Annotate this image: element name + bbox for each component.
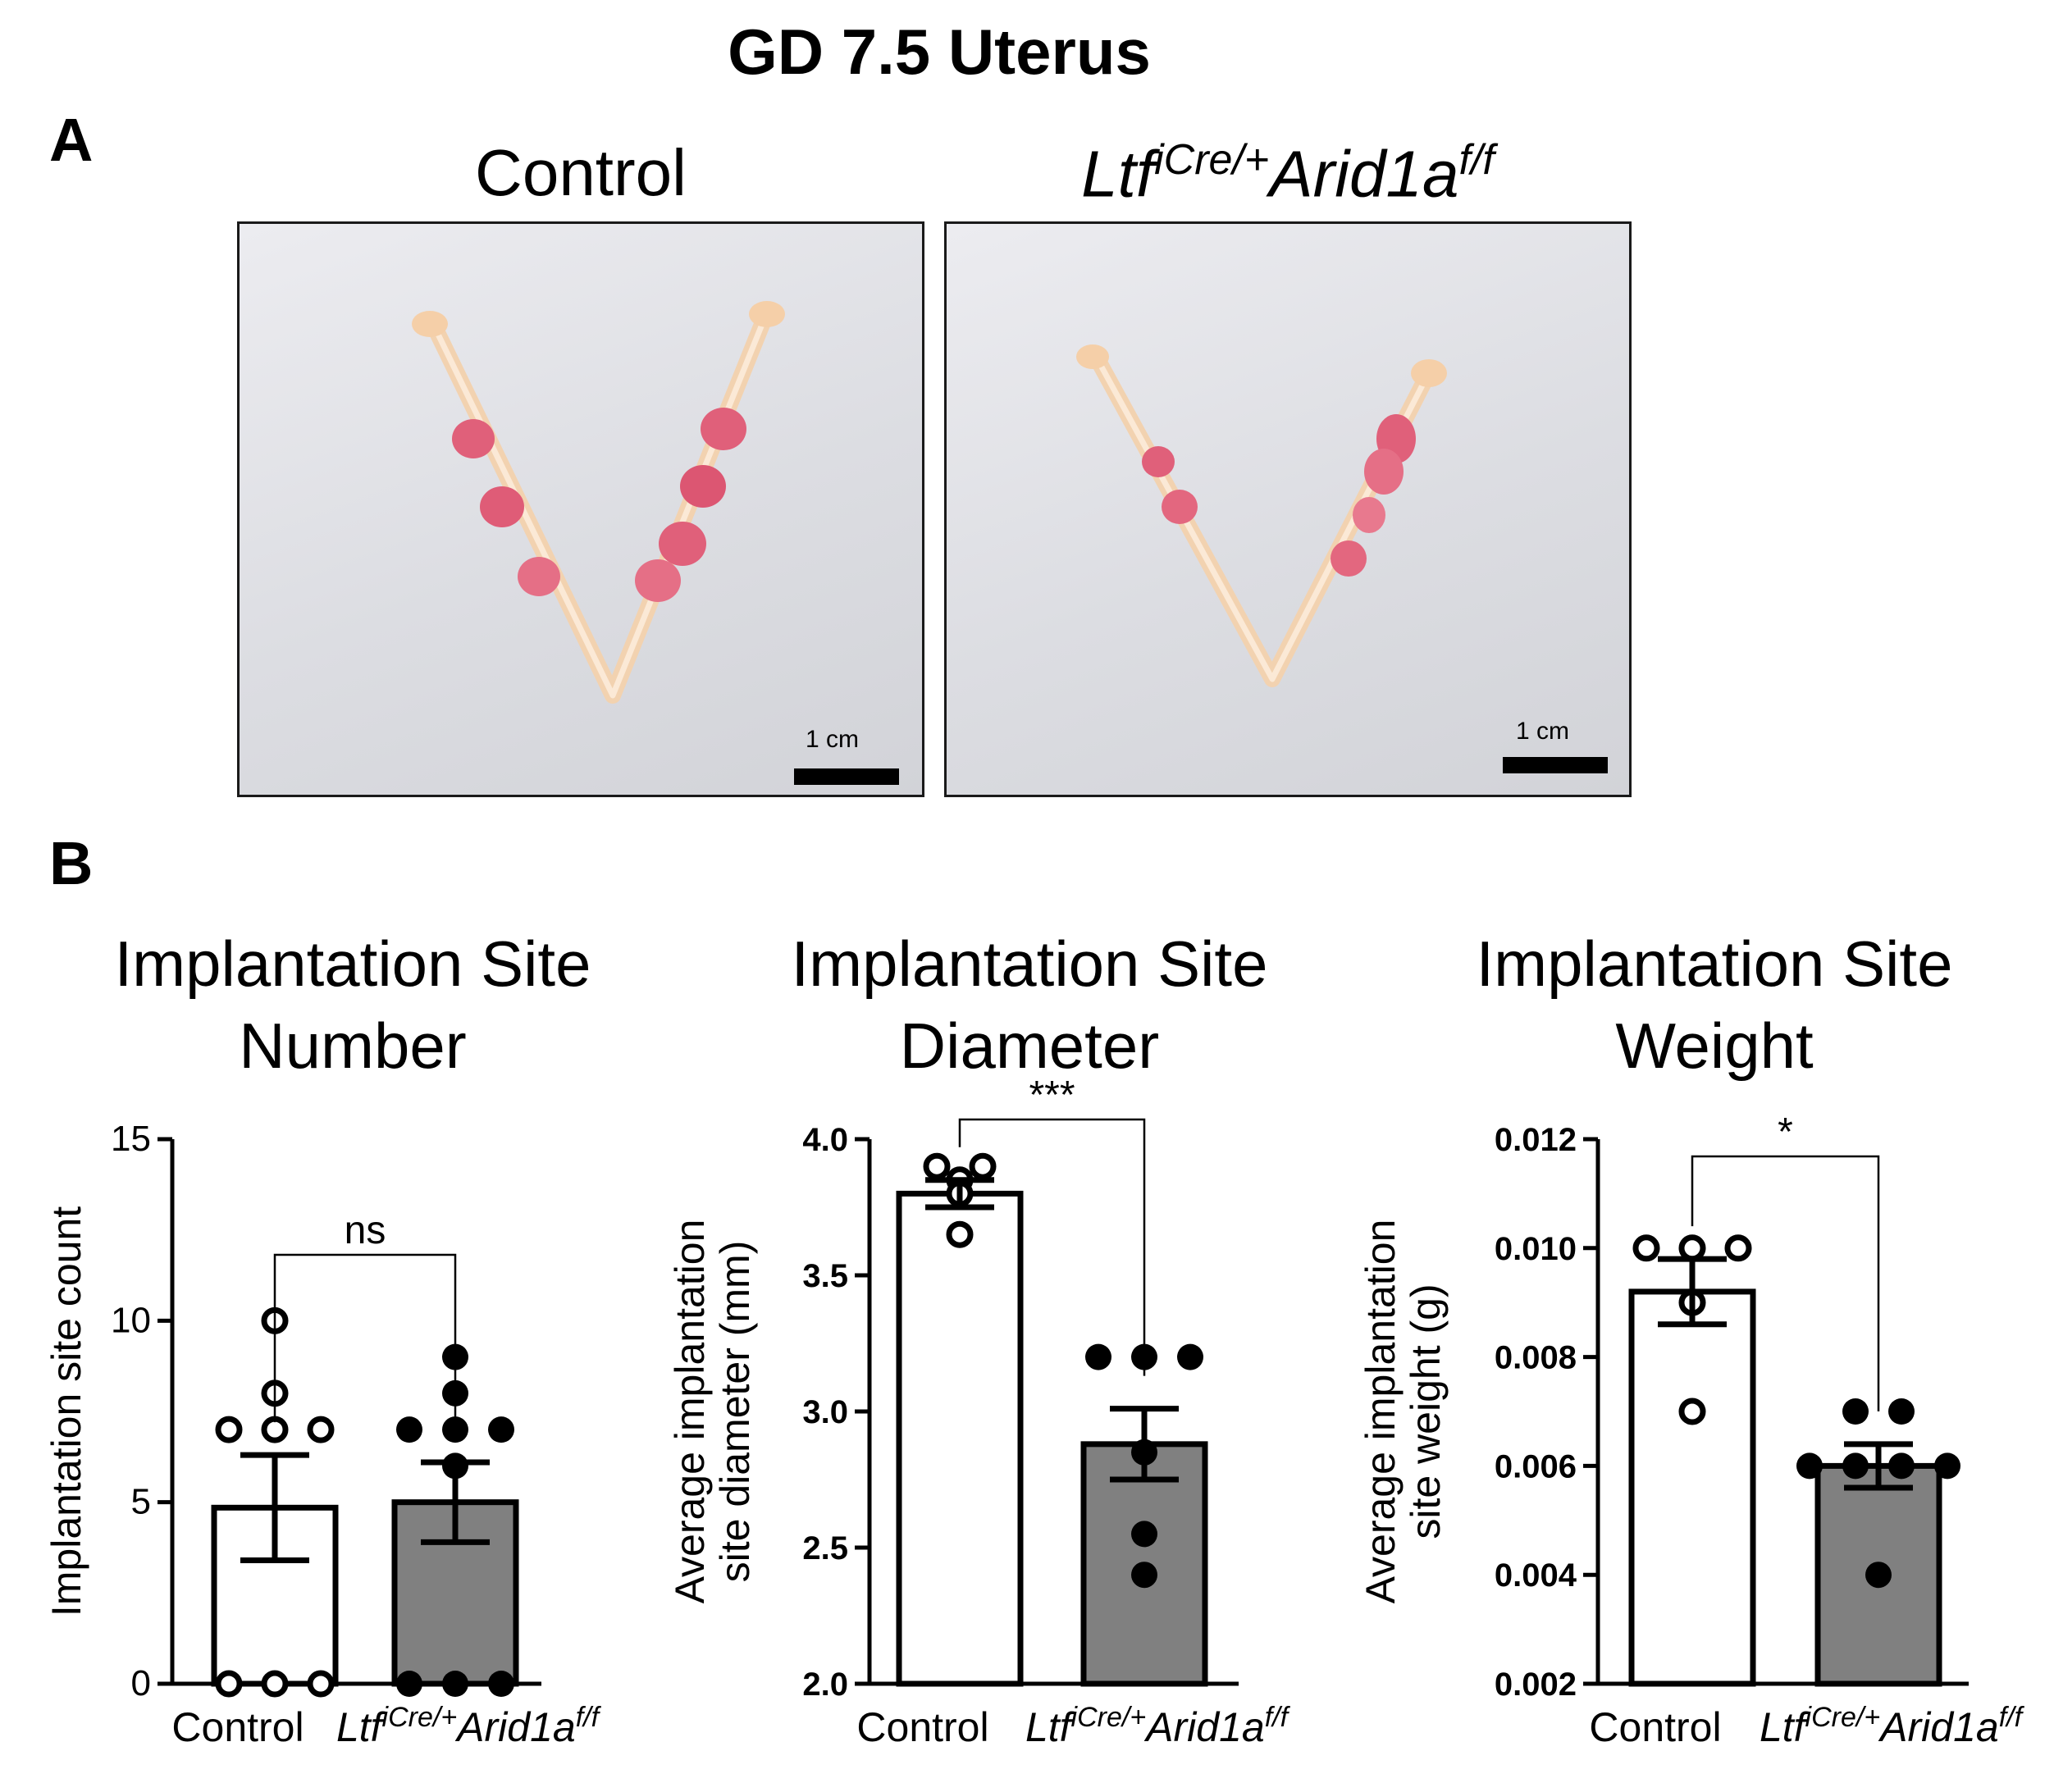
weight-y-tick-label: 0.010 [1495,1231,1577,1267]
diameter-y-tick-label: 4.0 [802,1122,848,1158]
chart-title-number-line1: Implantation Site [114,928,591,1000]
weight-point-mutant [1888,1398,1915,1425]
weight-y-axis-label-line2: site weight (g) [1403,1284,1449,1539]
diameter-point-control [946,1220,974,1248]
weight-y-tick-label: 0.004 [1495,1557,1577,1594]
chart-title-diameter-line1: Implantation Site [791,928,1268,1000]
weight-y-tick-label: 0.012 [1495,1122,1577,1158]
number-x-label-mutant: LtfiCre/+Arid1af/f [336,1702,602,1750]
diameter-significance-label: *** [1029,1074,1075,1117]
number-y-tick-label: 0 [131,1663,151,1703]
number-point-mutant [442,1416,468,1443]
weight-point-control [1724,1234,1752,1262]
diameter-y-tick-label: 2.0 [802,1667,848,1703]
figure-title: GD 7.5 Uterus [728,16,1151,88]
number-point-control [215,1416,243,1443]
weight-point-mutant [1842,1452,1869,1480]
weight-bar-control [1628,1288,1756,1687]
photo-title-mutant-base: Ltf [1081,137,1155,211]
weight-point-mutant [1934,1452,1960,1480]
weight-y-tick-label: 0.002 [1495,1667,1577,1703]
chart-title-diameter: Implantation Site Diameter [742,923,1317,1087]
number-point-mutant [488,1416,514,1443]
weight-point-control [1678,1234,1706,1262]
diameter-x-label-control: Control [856,1704,988,1750]
photo-title-mutant-sup: iCre/+ [1154,136,1270,184]
number-point-mutant [442,1671,468,1697]
chart-title-weight-line1: Implantation Site [1476,928,1953,1000]
scale-bar-label-control: 1 cm [806,726,860,753]
diameter-y-tick-label: 2.5 [802,1530,848,1566]
scale-bar-label-mutant: 1 cm [1516,718,1570,745]
number-y-tick-label: 10 [111,1300,151,1340]
photo-title-mutant: LtfiCre/+Arid1af/f [945,135,1631,212]
diameter-y-axis-label-line1: Average implantation [667,1220,713,1604]
chart-title-weight: Implantation Site Weight [1427,923,2002,1087]
number-y-tick-label: 5 [131,1482,151,1522]
diameter-point-control [969,1152,997,1180]
diameter-y-tick-label: 3.0 [802,1394,848,1430]
uterus-drawing-control [412,301,899,785]
weight-point-mutant [1796,1452,1823,1480]
diameter-bar-control [896,1190,1024,1687]
weight-significance-label: * [1778,1110,1793,1154]
chart-title-number-line2: Number [239,1010,467,1082]
weight-point-mutant [1865,1562,1892,1589]
diameter-y-axis-label-line2: site diameter (mm) [712,1241,758,1583]
uterus-drawing-mutant [1076,344,1608,773]
diameter-x-label-mutant: LtfiCre/+Arid1af/f [1025,1702,1291,1750]
uterus-photo-control [237,221,924,797]
weight-x-label-control: Control [1589,1704,1721,1750]
panel-a-label: A [49,106,94,174]
chart-title-weight-line2: Weight [1615,1010,1814,1082]
number-point-control [261,1670,289,1698]
weight-point-control [1678,1398,1706,1425]
photo-title-mutant-sup2: f/f [1458,136,1495,184]
panel-b-label: B [49,829,94,897]
weight-significance-bracket [1691,1155,1880,1411]
weight-y-tick-label: 0.008 [1495,1340,1577,1376]
diameter-point-mutant [1131,1521,1157,1548]
number-point-mutant [396,1416,422,1443]
diameter-point-control [923,1152,951,1180]
weight-y-axis-label-line1: Average implantation [1358,1220,1404,1604]
weight-x-label-mutant: LtfiCre/+Arid1af/f [1760,1702,2025,1750]
weight-point-control [1632,1234,1660,1262]
number-significance-label: ns [345,1209,386,1252]
photo-title-mutant-gene: Arid1a [1269,137,1459,211]
uterus-photo-mutant [944,221,1632,797]
number-y-axis-label: Implantation site count [43,1206,89,1616]
number-point-mutant [488,1671,514,1697]
diameter-significance-bracket [958,1118,1146,1376]
photo-title-control: Control [475,136,687,209]
number-point-control [215,1670,243,1698]
number-point-control [307,1670,335,1698]
diameter-y-tick-label: 3.5 [802,1258,848,1294]
number-y-tick-label: 15 [111,1119,151,1159]
number-point-mutant [396,1671,422,1697]
chart-title-number: Implantation Site Number [66,923,640,1087]
weight-y-tick-label: 0.006 [1495,1448,1577,1484]
number-significance-bracket [273,1253,457,1429]
weight-point-mutant [1888,1452,1915,1480]
number-x-label-control: Control [171,1704,304,1750]
diameter-point-mutant [1085,1343,1111,1370]
chart-title-diameter-line2: Diameter [899,1010,1160,1082]
weight-point-mutant [1842,1398,1869,1425]
diameter-point-mutant [1131,1562,1157,1589]
diameter-point-mutant [1177,1343,1203,1370]
number-point-control [307,1416,335,1443]
